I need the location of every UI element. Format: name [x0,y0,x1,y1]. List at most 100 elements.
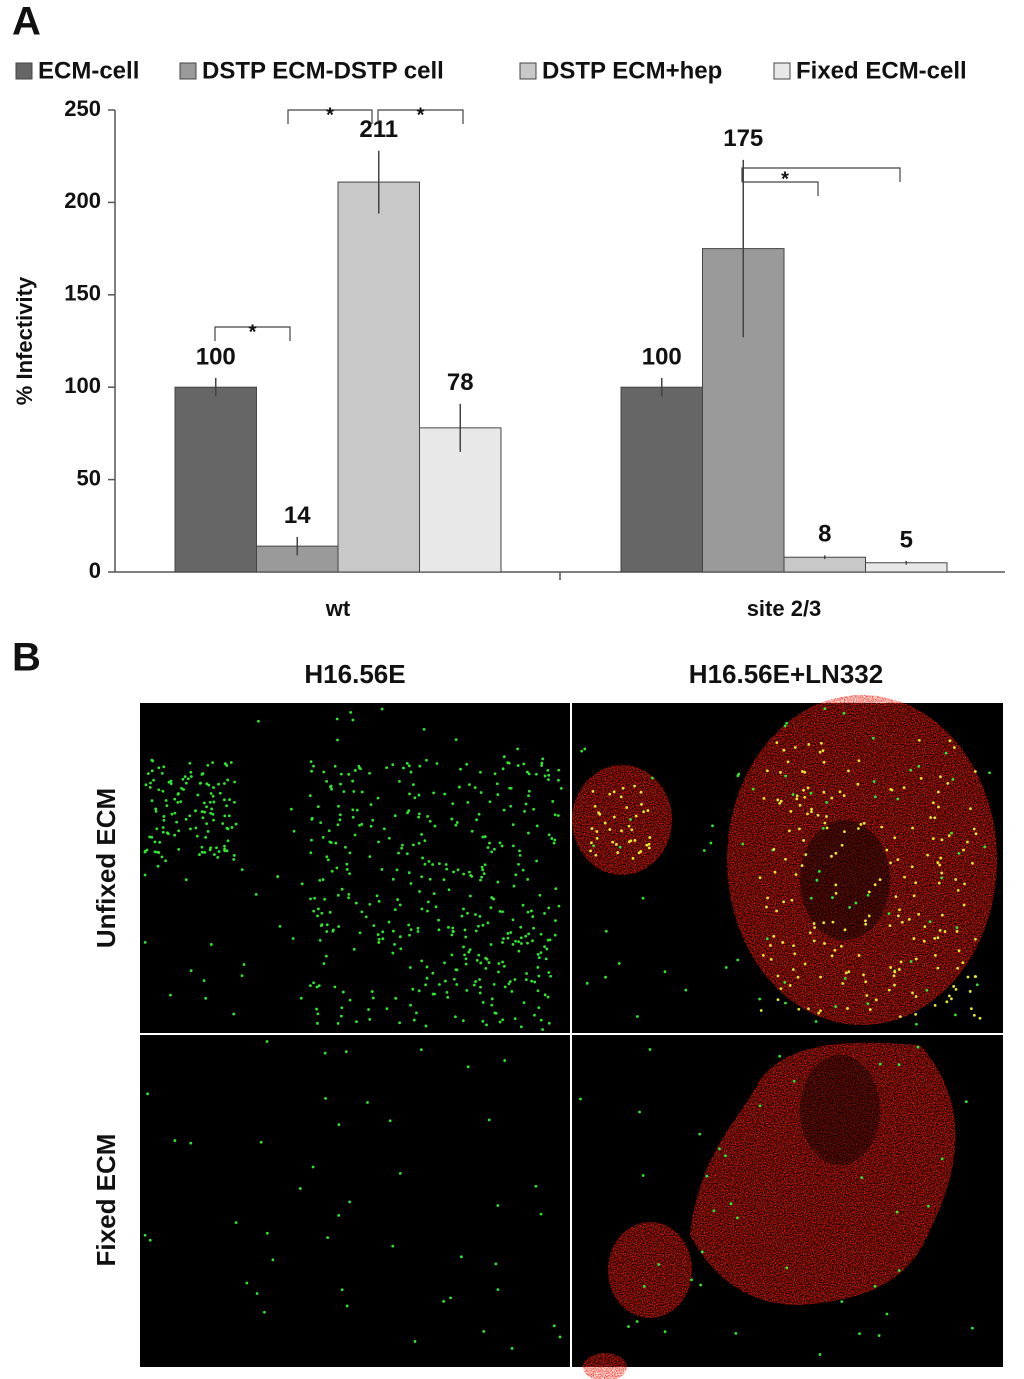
dot [955,926,959,929]
dot [326,1236,330,1240]
dot [428,877,432,881]
dot [265,1231,269,1235]
dot [351,718,355,722]
dot [962,848,965,852]
dot [549,974,553,978]
dot [639,850,643,853]
dot [209,943,213,946]
dot [553,813,557,817]
dot [772,934,776,938]
dot [150,769,154,773]
dot [916,1045,920,1049]
dot [467,950,471,954]
dot [819,1009,822,1013]
dot [446,995,450,999]
dot [889,861,892,865]
dot [818,750,822,754]
dot [184,817,188,821]
dot [511,918,515,922]
dot [709,841,713,845]
dot [531,915,535,918]
dot [370,990,374,993]
data-label: 175 [723,125,763,152]
dot [956,888,960,892]
dot [479,878,482,882]
dot [969,807,972,811]
dot [321,835,325,839]
dot [598,812,602,816]
y-tick-label: 250 [64,96,101,121]
dot [263,1310,266,1314]
dot [300,882,304,886]
dot [933,816,937,820]
dot [382,827,386,831]
dot [416,930,420,933]
dot [590,827,594,830]
dot [450,953,454,957]
dot [423,839,427,843]
dot [182,788,185,791]
dot [922,939,926,943]
dot [580,749,584,753]
dot [477,953,481,957]
dot [521,868,525,872]
dot [519,1025,523,1029]
dot [340,1006,344,1010]
dot [348,851,352,855]
dot [150,799,154,803]
dot [167,780,171,784]
dot [360,910,364,914]
dot [788,984,792,987]
dot [840,843,844,847]
dot [803,795,807,799]
dot [213,853,216,856]
dot [175,820,179,824]
dot [526,941,529,945]
dot [154,809,158,813]
dot [791,968,795,971]
dot [371,818,375,822]
dot [823,707,827,711]
dot [645,843,649,847]
dot [933,1004,937,1007]
dot [512,884,516,888]
dot [477,812,481,816]
dot [143,940,147,944]
dot [539,1212,543,1216]
dot [783,980,787,984]
dot [369,803,373,807]
dot [650,776,654,780]
dot [857,759,861,763]
dot [451,929,455,933]
dot [612,790,616,794]
dot [919,776,923,780]
dot [795,797,799,801]
dot [496,793,500,796]
data-label: 5 [900,526,913,553]
dot [464,957,468,961]
dot [232,1012,236,1016]
dot [539,932,543,936]
dot [897,1269,901,1272]
dot [717,1147,721,1151]
dot [616,851,620,854]
dot [407,809,411,813]
dot [381,930,385,934]
dot [536,989,540,993]
dot [808,931,812,935]
dark-core [800,1055,880,1165]
dot [223,844,226,848]
dot [186,777,190,781]
dot [944,751,948,755]
dot [473,786,477,789]
dot [368,1017,372,1021]
dot [335,717,339,721]
dot [493,1011,497,1015]
dot [502,964,506,968]
dot [376,796,380,800]
dot [936,861,940,864]
dot [559,786,563,790]
dot [523,809,526,813]
dot [537,1006,541,1010]
dot [551,800,555,803]
